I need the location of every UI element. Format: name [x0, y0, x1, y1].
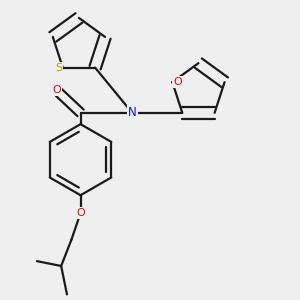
Text: N: N: [128, 106, 136, 119]
Text: S: S: [56, 63, 62, 73]
Text: O: O: [52, 85, 61, 95]
Text: O: O: [76, 208, 85, 218]
Text: O: O: [173, 77, 182, 87]
